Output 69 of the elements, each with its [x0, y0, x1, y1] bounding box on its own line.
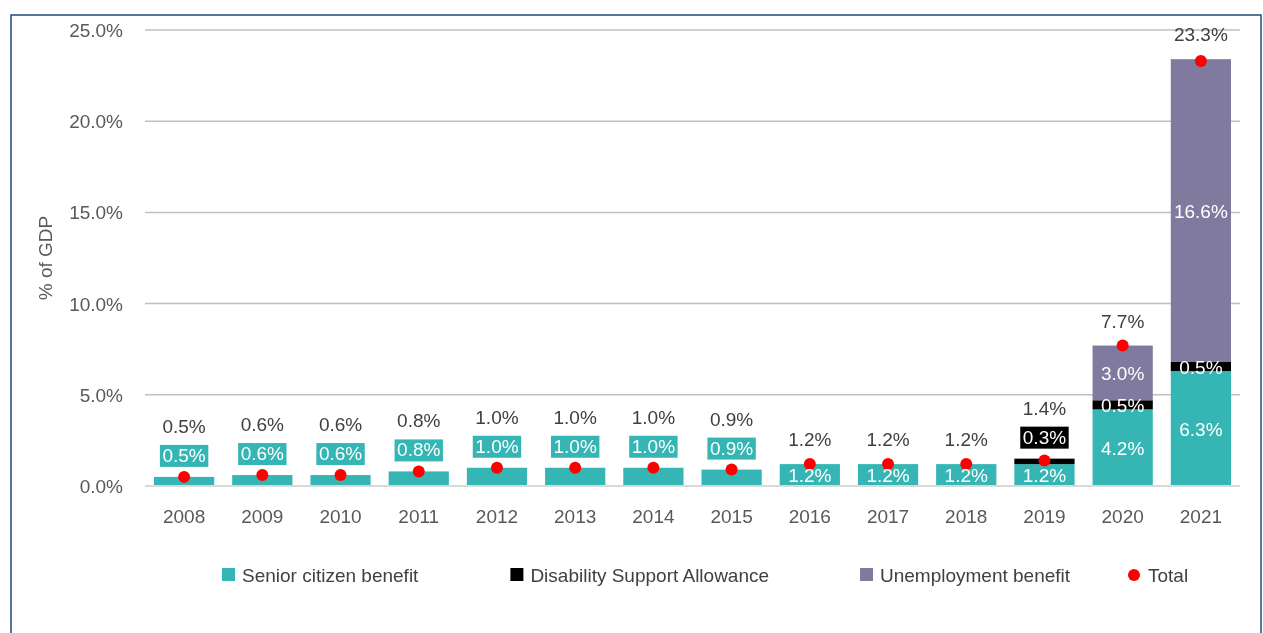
legend-label: Senior citizen benefit — [242, 565, 420, 586]
data-label: 0.9% — [709, 408, 754, 430]
point — [490, 461, 503, 474]
data-label: 1.0% — [631, 406, 676, 428]
x-tick-label: 2017 — [866, 506, 910, 527]
point — [647, 461, 660, 474]
x-tick-label: 2014 — [632, 506, 675, 527]
x-tick-label: 2019 — [1023, 506, 1066, 527]
point — [1194, 55, 1207, 68]
point — [1038, 454, 1051, 467]
data-label: 3.0% — [1101, 362, 1145, 384]
data-label: 6.3% — [1179, 418, 1223, 440]
data-label: 1.2% — [788, 465, 832, 487]
point — [256, 469, 269, 482]
data-label: 1.2% — [866, 465, 910, 487]
data-label: 16.6% — [1173, 200, 1228, 222]
data-label: 1.0% — [553, 435, 597, 457]
x-tick-label: 2011 — [398, 506, 440, 527]
data-label: 0.8% — [397, 410, 441, 432]
bar — [623, 467, 684, 486]
data-label: 1.2% — [944, 429, 989, 451]
x-tick-label: 2018 — [945, 506, 988, 527]
data-label: 0.6% — [318, 443, 363, 465]
y-tick-label: 15.0% — [69, 202, 124, 224]
x-tick-label: 2013 — [554, 506, 597, 527]
data-label: 0.5% — [162, 444, 206, 466]
point — [334, 469, 347, 482]
x-tick-label: 2016 — [788, 506, 831, 527]
data-label: 0.6% — [240, 414, 285, 436]
data-label: 1.2% — [866, 429, 910, 451]
data-label: 0.5% — [162, 415, 206, 437]
data-label: 4.2% — [1101, 437, 1145, 459]
x-tick-label: 2008 — [162, 506, 206, 527]
data-label: 1.4% — [1022, 397, 1067, 419]
legend-label: Total — [1148, 565, 1189, 586]
data-label: 1.2% — [788, 429, 832, 451]
legend-label: Disability Support Allowance — [530, 565, 770, 586]
x-tick-label: 2015 — [710, 506, 753, 527]
data-label: 0.6% — [318, 414, 363, 436]
data-label: 1.2% — [1022, 465, 1067, 487]
x-tick-label: 2009 — [241, 506, 284, 527]
x-tick-label: 2021 — [1179, 506, 1223, 527]
y-tick-label: 5.0% — [79, 384, 124, 406]
point — [725, 463, 738, 476]
point — [569, 461, 582, 474]
y-tick-label: 0.0% — [79, 476, 124, 497]
data-label: 1.0% — [475, 406, 519, 428]
y-axis-title: % of GDP — [35, 215, 56, 301]
data-label: 7.7% — [1101, 310, 1145, 332]
x-tick-label: 2010 — [319, 506, 362, 527]
data-label: 1.2% — [944, 465, 989, 487]
point — [178, 470, 191, 483]
data-label: 0.9% — [709, 437, 754, 459]
y-tick-label: 10.0% — [69, 293, 124, 315]
legend-label: Unemployment benefit — [880, 565, 1071, 586]
y-tick-label: 25.0% — [69, 20, 124, 41]
data-label: 0.8% — [397, 439, 441, 461]
y-tick-label: 20.0% — [69, 111, 124, 133]
x-tick-label: 2020 — [1101, 506, 1144, 527]
data-label: 0.6% — [240, 443, 285, 465]
data-label: 0.3% — [1022, 426, 1067, 448]
point — [1116, 339, 1129, 352]
data-label: 1.0% — [553, 406, 597, 428]
data-label: 1.0% — [631, 435, 676, 457]
point — [412, 465, 425, 478]
bar — [1170, 59, 1231, 362]
data-label: 23.3% — [1173, 24, 1228, 46]
data-label: 1.0% — [475, 435, 519, 457]
x-tick-label: 2012 — [475, 506, 519, 527]
